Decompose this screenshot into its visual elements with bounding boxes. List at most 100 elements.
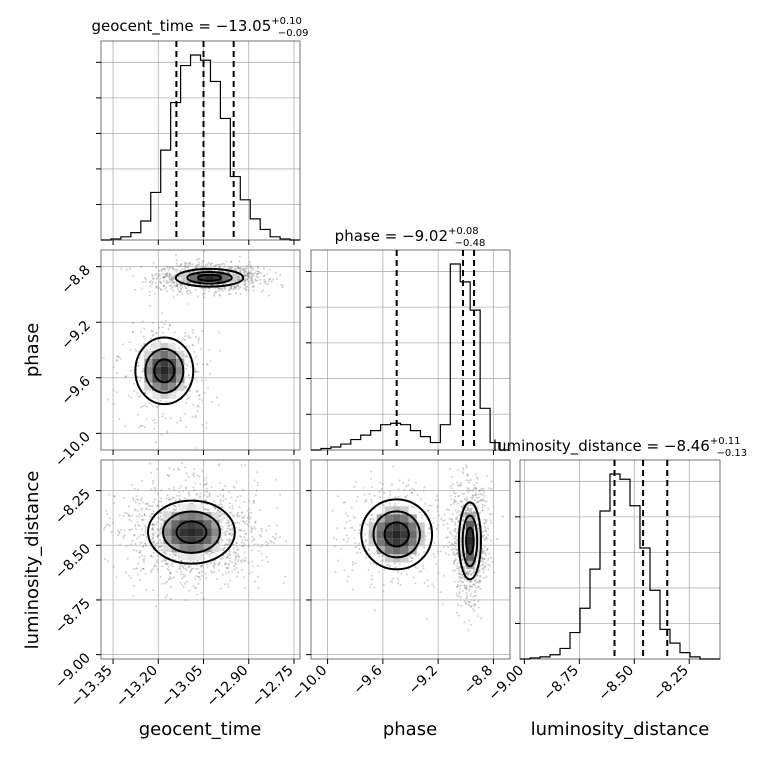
sample-point: [222, 283, 224, 286]
sample-point: [251, 540, 253, 543]
sample-point: [452, 529, 455, 532]
sample-point: [236, 515, 239, 518]
sample-point: [153, 524, 156, 526]
sample-point: [187, 476, 190, 478]
sample-point: [453, 580, 456, 583]
sample-point: [432, 521, 435, 524]
sample-point: [257, 543, 260, 546]
sample-point: [205, 572, 208, 575]
sample-point: [221, 531, 224, 534]
sample-point: [166, 568, 169, 571]
sample-point: [253, 479, 256, 482]
sample-point: [453, 536, 456, 539]
sample-point: [145, 532, 148, 535]
sample-point: [195, 288, 197, 291]
sample-point: [270, 280, 273, 283]
sample-point: [469, 569, 472, 572]
sample-point: [194, 446, 197, 449]
sample-point: [142, 568, 145, 571]
sample-point: [213, 566, 216, 569]
sample-point: [164, 273, 167, 276]
sample-point: [455, 535, 458, 538]
sample-point: [247, 516, 250, 519]
sample-point: [250, 271, 252, 273]
sample-point: [144, 543, 147, 545]
sample-point: [458, 573, 460, 575]
sample-point: [466, 489, 469, 492]
sample-point: [239, 267, 242, 270]
sample-point: [474, 589, 477, 592]
sample-point: [458, 591, 461, 594]
sample-point: [475, 487, 478, 490]
sample-point: [117, 534, 120, 537]
sample-point: [455, 542, 458, 545]
sample-point: [200, 570, 203, 573]
sample-point: [226, 567, 228, 569]
sample-point: [478, 579, 481, 582]
sample-point: [198, 475, 201, 478]
sample-point: [186, 266, 189, 268]
sample-point: [166, 274, 169, 277]
sample-point: [260, 527, 263, 530]
sample-point: [229, 528, 232, 531]
sample-point: [218, 464, 220, 467]
sample-point: [257, 587, 260, 590]
sample-point: [252, 289, 255, 292]
sample-point: [158, 274, 161, 277]
sample-point: [244, 282, 247, 285]
sample-point: [164, 268, 167, 271]
sample-point: [461, 470, 464, 473]
sample-point: [138, 357, 141, 360]
sample-point: [152, 529, 155, 532]
sample-point: [265, 556, 268, 558]
sample-point: [151, 275, 154, 277]
sample-point: [144, 404, 147, 406]
sample-point: [463, 584, 466, 587]
density-cell: [408, 538, 417, 547]
density-cell: [213, 273, 222, 282]
sample-point: [222, 549, 225, 552]
sample-point: [170, 279, 173, 282]
sample-point: [274, 271, 277, 274]
sample-point: [405, 485, 408, 488]
sample-point: [373, 586, 376, 589]
sample-point: [144, 528, 147, 531]
sample-point: [204, 499, 207, 502]
sample-point: [260, 552, 263, 555]
sample-point: [243, 269, 246, 272]
sample-point: [463, 512, 466, 515]
sample-point: [363, 501, 366, 504]
sample-point: [249, 266, 252, 269]
density-cell: [189, 273, 198, 282]
sample-point: [465, 509, 468, 512]
x-tick-label: −9.2: [406, 663, 441, 698]
ylabel-luminosity-distance: luminosity_distance: [22, 471, 43, 650]
sample-point: [229, 265, 232, 268]
density-cell: [176, 358, 185, 367]
sample-point: [133, 534, 136, 537]
sample-point: [455, 552, 458, 555]
sample-point: [168, 272, 171, 275]
sample-point: [237, 285, 240, 287]
sample-point: [224, 562, 227, 565]
sample-point: [463, 493, 465, 496]
density-cell: [392, 514, 401, 523]
sample-point: [390, 483, 393, 486]
sample-point: [460, 604, 463, 607]
sample-point: [448, 468, 451, 471]
sample-point: [205, 482, 208, 484]
density-cell: [211, 544, 220, 553]
sample-point: [474, 579, 477, 582]
sample-point: [218, 293, 221, 296]
sample-point: [234, 268, 237, 271]
sample-point: [166, 494, 169, 497]
sample-point: [150, 554, 153, 557]
density-cell: [465, 512, 474, 521]
sample-point: [285, 540, 288, 543]
sample-point: [212, 565, 215, 568]
sample-point: [140, 509, 143, 511]
sample-point: [228, 288, 231, 291]
sample-point: [193, 468, 196, 470]
sample-point: [228, 528, 231, 530]
sample-point: [175, 282, 178, 285]
